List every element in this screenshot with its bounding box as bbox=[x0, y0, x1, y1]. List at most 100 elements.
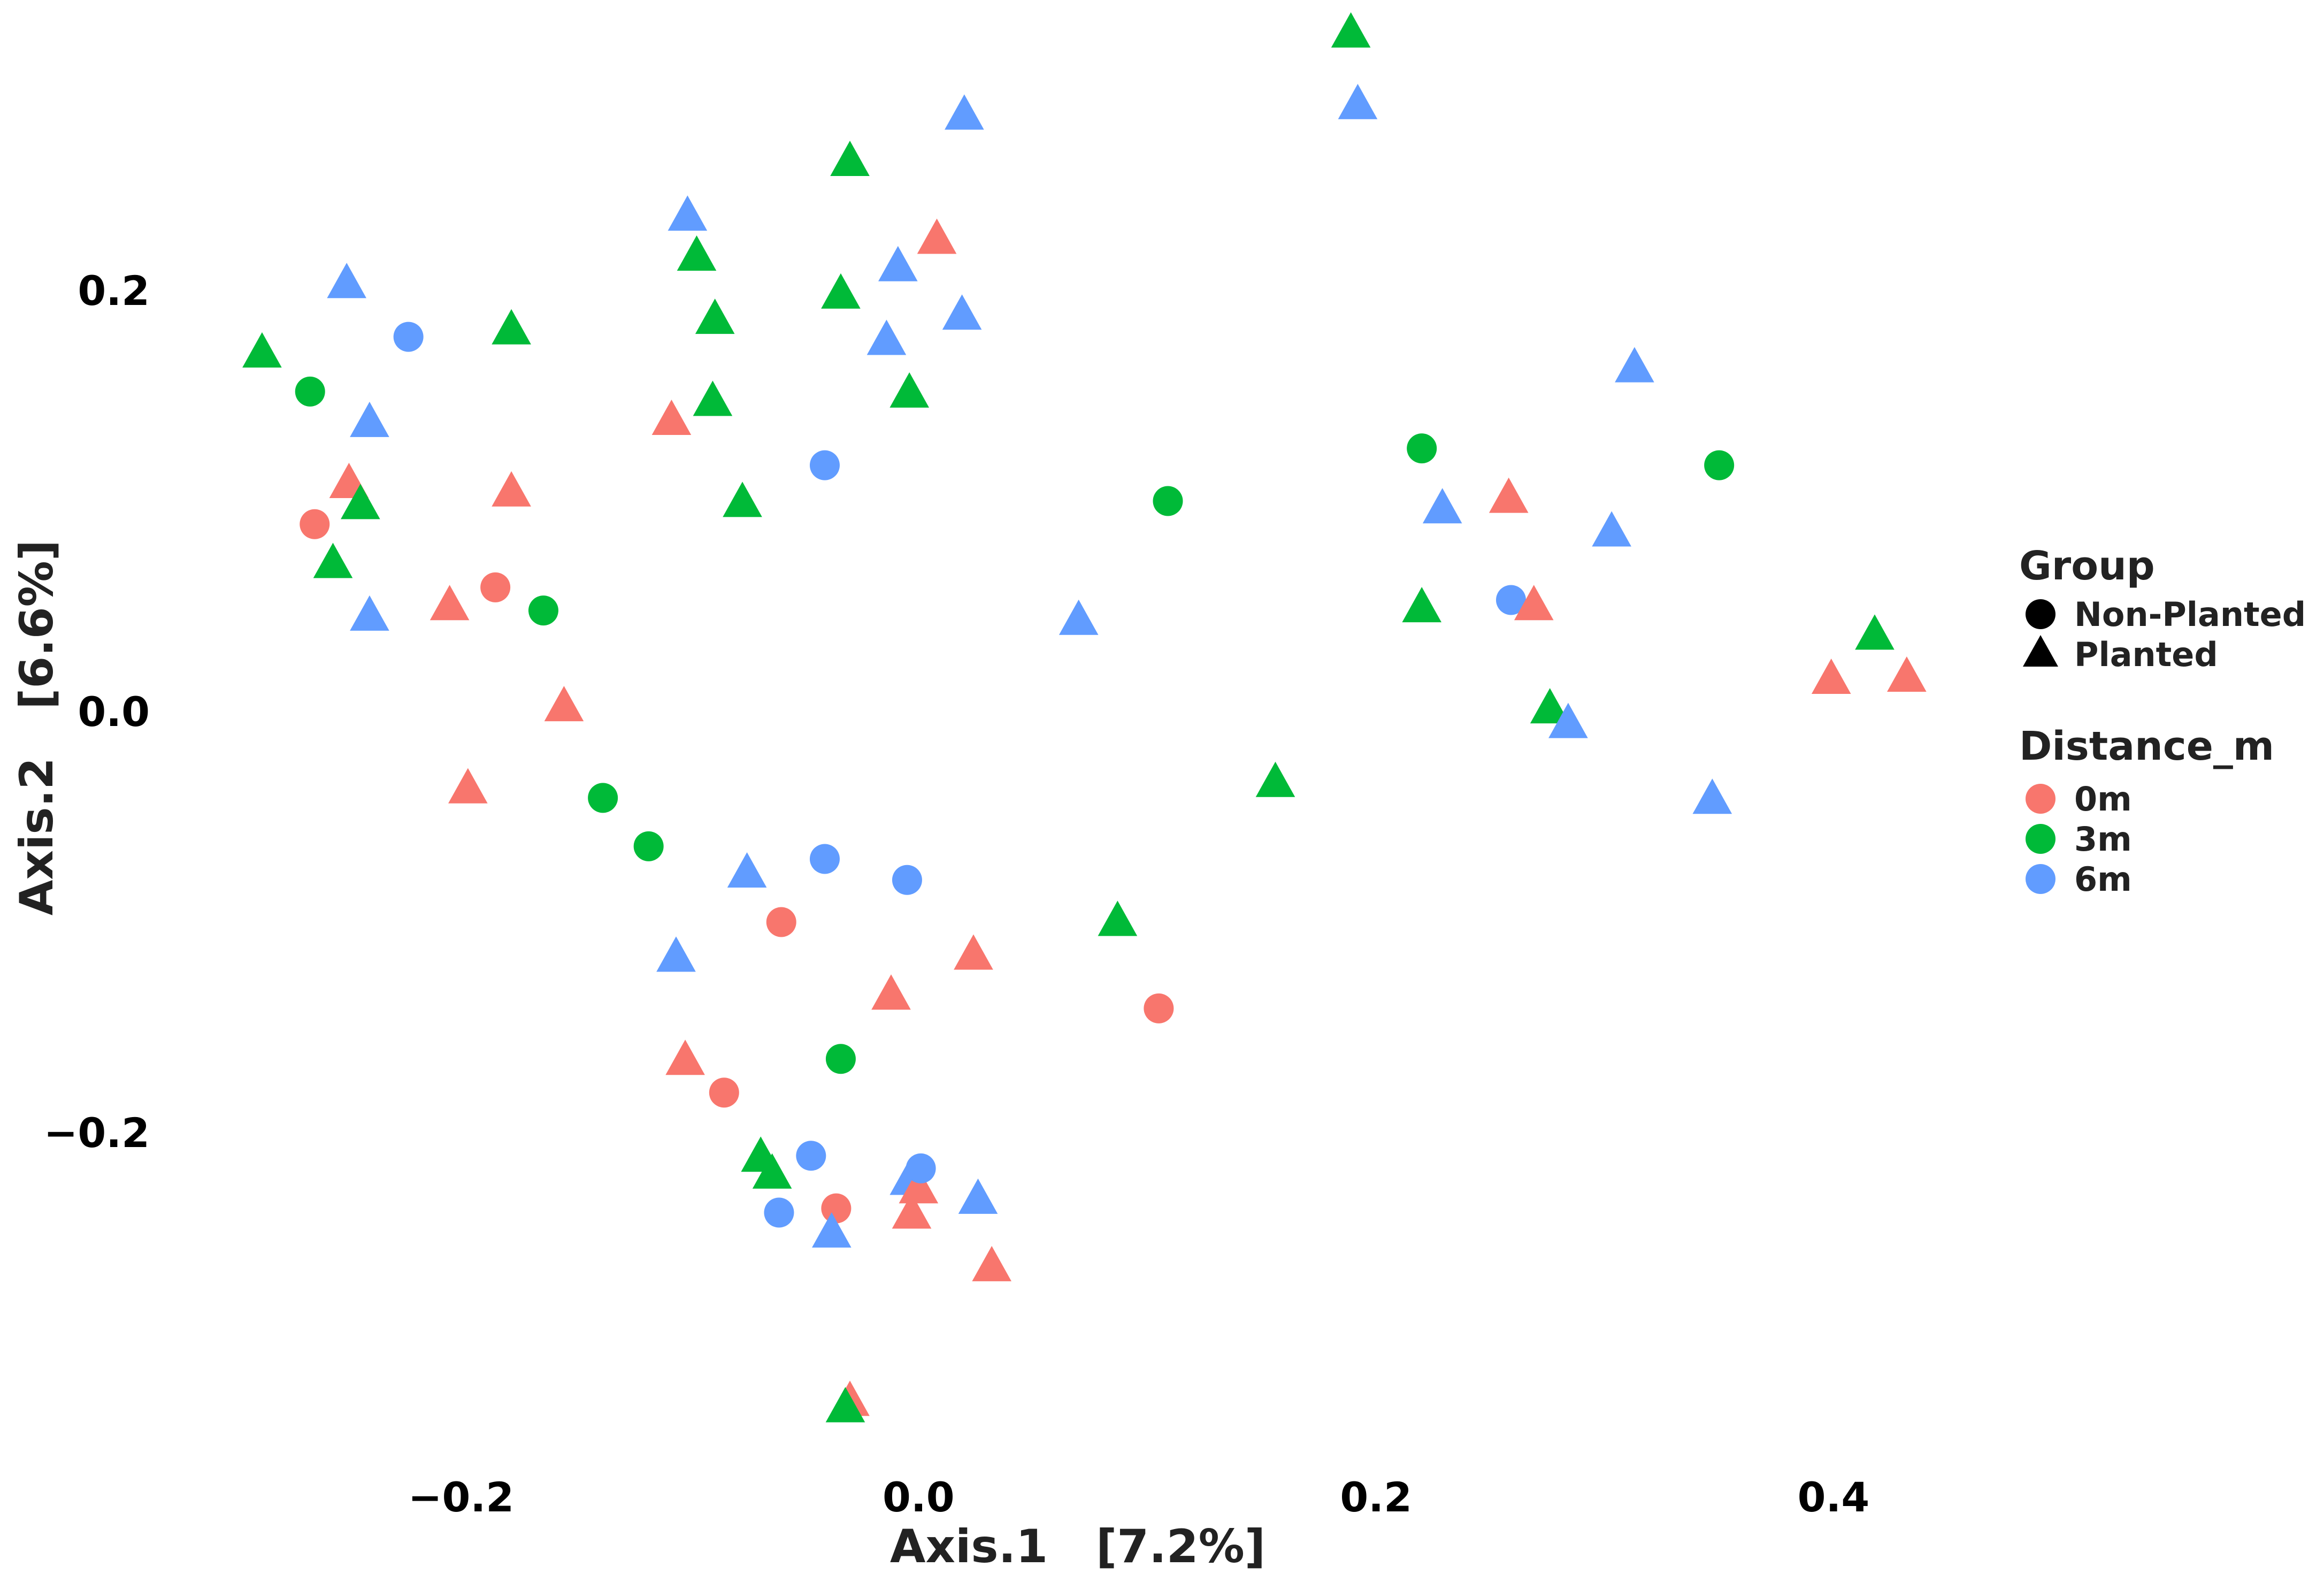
data-point bbox=[588, 783, 618, 813]
data-point bbox=[899, 1168, 939, 1204]
data-point bbox=[668, 195, 708, 231]
data-point bbox=[528, 595, 558, 626]
x-tick-label: 0.0 bbox=[883, 1473, 955, 1521]
x-tick-label: 0.2 bbox=[1340, 1473, 1412, 1521]
data-point bbox=[917, 218, 957, 254]
data-point bbox=[448, 768, 488, 804]
data-point bbox=[393, 322, 424, 352]
legend-label-3m: 3m bbox=[2074, 820, 2132, 859]
data-point bbox=[677, 235, 717, 271]
data-point bbox=[1811, 658, 1851, 694]
data-point bbox=[830, 140, 870, 176]
legend-distance-title: Distance_m bbox=[2019, 723, 2274, 769]
legend-label-0m: 0m bbox=[2074, 779, 2132, 819]
x-tick-label: −0.2 bbox=[408, 1473, 514, 1521]
data-point bbox=[825, 1044, 856, 1074]
data-point bbox=[429, 585, 470, 621]
data-point bbox=[1855, 614, 1895, 650]
data-point bbox=[1615, 347, 1654, 383]
legend-color-0m bbox=[2026, 784, 2055, 814]
data-point bbox=[693, 380, 733, 416]
data-point bbox=[796, 1141, 826, 1171]
data-point bbox=[313, 542, 353, 578]
data-point bbox=[972, 1245, 1011, 1281]
data-point bbox=[942, 294, 982, 330]
data-point bbox=[1255, 761, 1295, 797]
data-point bbox=[825, 1387, 865, 1423]
data-point bbox=[1592, 511, 1631, 547]
data-point bbox=[1692, 778, 1732, 814]
data-point bbox=[1530, 688, 1570, 724]
data-point bbox=[892, 865, 922, 895]
y-tick-label: 0.2 bbox=[78, 267, 150, 315]
data-point bbox=[492, 309, 531, 345]
data-point bbox=[1331, 12, 1371, 48]
y-tick-label: −0.2 bbox=[44, 1109, 150, 1157]
data-point bbox=[1548, 702, 1588, 738]
data-point bbox=[651, 399, 692, 435]
data-point bbox=[1338, 83, 1378, 119]
data-point bbox=[812, 1212, 852, 1248]
data-point bbox=[1098, 900, 1138, 936]
data-point bbox=[295, 376, 325, 407]
data-point bbox=[341, 484, 380, 519]
data-point bbox=[1887, 656, 1927, 692]
data-points bbox=[242, 12, 1927, 1423]
legend-group-title: Group bbox=[2019, 543, 2155, 589]
legend-circle-marker bbox=[2026, 599, 2055, 629]
data-point bbox=[1153, 486, 1183, 516]
data-point bbox=[766, 907, 796, 937]
data-point bbox=[906, 1153, 936, 1183]
data-point bbox=[945, 94, 984, 130]
data-point bbox=[709, 1077, 739, 1108]
data-point bbox=[695, 299, 735, 334]
data-point bbox=[1495, 585, 1526, 615]
data-point bbox=[242, 332, 282, 368]
legend-label-6m: 6m bbox=[2074, 860, 2132, 899]
legend-item-0m: 0m bbox=[2026, 779, 2132, 819]
legend-triangle-marker bbox=[2023, 635, 2058, 667]
y-axis-ticks: 0.2 0.0 −0.2 bbox=[44, 267, 150, 1157]
legend-label-non-planted: Non-Planted bbox=[2074, 595, 2306, 634]
data-point bbox=[1402, 587, 1441, 623]
data-point bbox=[480, 572, 511, 602]
y-axis-title: Axis.2 [6.6%] bbox=[10, 540, 64, 915]
y-tick-label: 0.0 bbox=[78, 688, 150, 736]
x-axis-title: Axis.1 [7.2%] bbox=[890, 1520, 1265, 1573]
data-point bbox=[327, 263, 366, 299]
data-point bbox=[866, 319, 907, 355]
data-point bbox=[350, 401, 389, 437]
data-point bbox=[723, 482, 762, 517]
data-point bbox=[752, 1153, 792, 1189]
x-tick-label: 0.4 bbox=[1798, 1473, 1870, 1521]
data-point bbox=[892, 1193, 932, 1229]
data-point bbox=[958, 1178, 998, 1214]
data-point bbox=[300, 509, 330, 539]
legend-item-3m: 3m bbox=[2026, 820, 2132, 859]
data-point bbox=[1407, 433, 1437, 464]
data-point bbox=[1489, 477, 1529, 513]
data-point bbox=[492, 471, 531, 507]
data-point bbox=[350, 595, 389, 631]
data-point bbox=[1422, 488, 1462, 524]
data-point bbox=[1059, 599, 1099, 635]
data-point bbox=[544, 686, 584, 722]
data-point bbox=[633, 831, 664, 861]
legend-item-planted: Planted bbox=[2023, 635, 2218, 674]
data-point bbox=[821, 1193, 852, 1224]
data-point bbox=[871, 974, 911, 1010]
data-point bbox=[764, 1197, 794, 1228]
x-axis-ticks: −0.2 0.0 0.2 0.4 bbox=[408, 1473, 1869, 1521]
data-point bbox=[656, 936, 696, 972]
data-point bbox=[727, 852, 767, 888]
legend-color-3m bbox=[2026, 824, 2055, 854]
data-point bbox=[821, 273, 861, 309]
data-point bbox=[809, 450, 840, 480]
data-point bbox=[954, 934, 993, 970]
legend-item-non-planted: Non-Planted bbox=[2026, 595, 2306, 634]
data-point bbox=[1514, 585, 1554, 621]
legend: Group Non-Planted Planted Distance_m 0m … bbox=[2019, 543, 2306, 899]
legend-label-planted: Planted bbox=[2074, 635, 2218, 674]
data-point bbox=[1704, 450, 1735, 480]
